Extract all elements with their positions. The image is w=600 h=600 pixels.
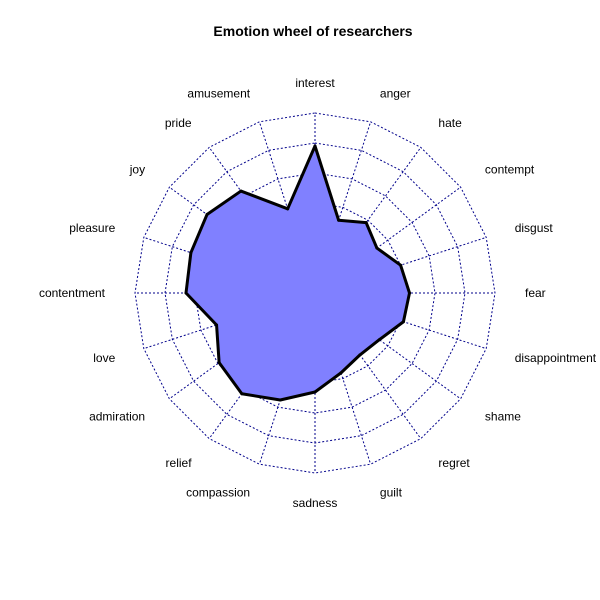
data-point-interest <box>313 144 317 148</box>
axis-label-pride: pride <box>165 116 192 130</box>
data-point-regret <box>358 353 362 357</box>
axis-label-shame: shame <box>485 409 521 423</box>
data-point-amusement <box>286 207 290 211</box>
data-point-compassion <box>278 398 282 402</box>
axis-label-regret: regret <box>438 456 470 470</box>
axis-label-interest: interest <box>295 76 335 90</box>
axis-label-amusement: amusement <box>187 86 250 100</box>
axis-label-disappointment: disappointment <box>515 351 597 365</box>
data-point-pride <box>239 189 243 193</box>
data-point-hate <box>364 221 368 225</box>
data-point-fear <box>408 291 411 295</box>
chart-title: Emotion wheel of researchers <box>213 23 412 39</box>
axis-label-fear: fear <box>525 286 546 300</box>
data-point-guilt <box>339 371 343 375</box>
data-point-contentment <box>184 291 188 295</box>
data-point-love <box>215 323 219 327</box>
data-point-admiration <box>217 361 221 365</box>
data-point-joy <box>205 213 209 217</box>
axis-label-sadness: sadness <box>293 496 338 510</box>
axis-label-love: love <box>93 351 115 365</box>
data-point-pleasure <box>189 251 193 255</box>
axis-label-hate: hate <box>438 116 462 130</box>
axis-label-pleasure: pleasure <box>69 221 115 235</box>
data-point-contempt <box>375 246 379 250</box>
data-point-anger <box>337 218 341 222</box>
data-point-shame <box>377 338 381 342</box>
axis-labels: interest anger hate contempt disgust fear disa… <box>39 76 597 510</box>
axis-label-contentment: contentment <box>39 286 106 300</box>
data-point-disappointment <box>401 320 405 324</box>
axis-label-compassion: compassion <box>186 486 250 500</box>
axis-label-disgust: disgust <box>515 221 554 235</box>
axis-label-anger: anger <box>380 86 411 100</box>
data-point-sadness <box>313 390 317 394</box>
axis-label-admiration: admiration <box>89 409 145 423</box>
axis-label-guilt: guilt <box>380 486 403 500</box>
axis-label-joy: joy <box>129 163 145 177</box>
data-point-disgust <box>399 263 403 267</box>
axis-label-relief: relief <box>166 456 193 470</box>
data-point-relief <box>240 392 244 396</box>
axis-label-contempt: contempt <box>485 163 535 177</box>
radar-data <box>184 144 411 402</box>
